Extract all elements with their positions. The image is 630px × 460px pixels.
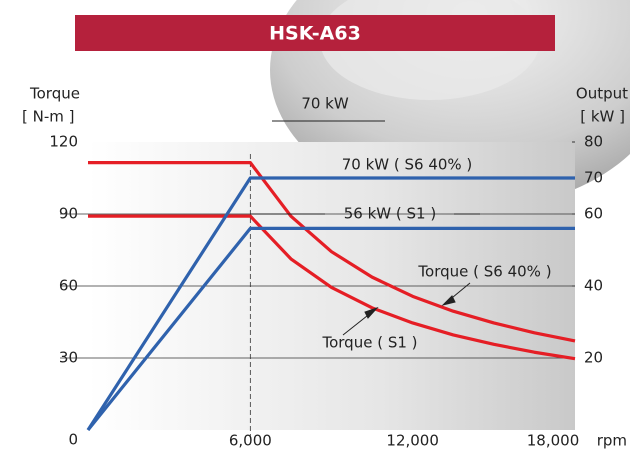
series-label: 70 kW ( S6 40% ) [342,156,473,174]
y2-tick-label: 70 [584,169,603,187]
series-line [88,214,576,361]
series-label: 56 kW ( S1 ) [344,205,436,223]
y-axis-unit: [ N-m ] [22,108,75,126]
series-line [88,161,576,343]
plot: 0 30 60 90 120 20 40 60 70 80 6,000 12,000 18,000 Tor… [49,133,603,450]
y-tick-label: 90 [59,205,78,223]
y-tick-label: 120 [49,133,78,151]
series-line [86,176,575,431]
x-tick-label: 6,000 [229,432,272,450]
y-axis-label: Torque [29,85,80,103]
x-axis-unit: rpm [597,432,627,450]
y2-tick-label: 60 [584,205,603,223]
y2-tick-label: 20 [584,349,603,367]
y-tick-label: 60 [59,277,78,295]
leader-lines [250,213,480,336]
annotation: 70 kW [301,95,349,113]
series-line [86,226,575,432]
x-tick-label: 12,000 [386,432,439,450]
y2-axis-label: Output [576,85,628,103]
y2-axis-unit: [ kW ] [580,108,625,126]
y2-tick-label: 40 [584,277,603,295]
chart-title: HSK-A63 [269,23,361,45]
y2-tick-label: 80 [584,133,603,151]
x-tick-label: 18,000 [527,432,580,450]
y-tick-label: 30 [59,349,78,367]
y-tick-label: 0 [68,431,78,449]
series-label: Torque ( S6 40% ) [417,263,551,281]
series-label: Torque ( S1 ) [321,334,417,352]
